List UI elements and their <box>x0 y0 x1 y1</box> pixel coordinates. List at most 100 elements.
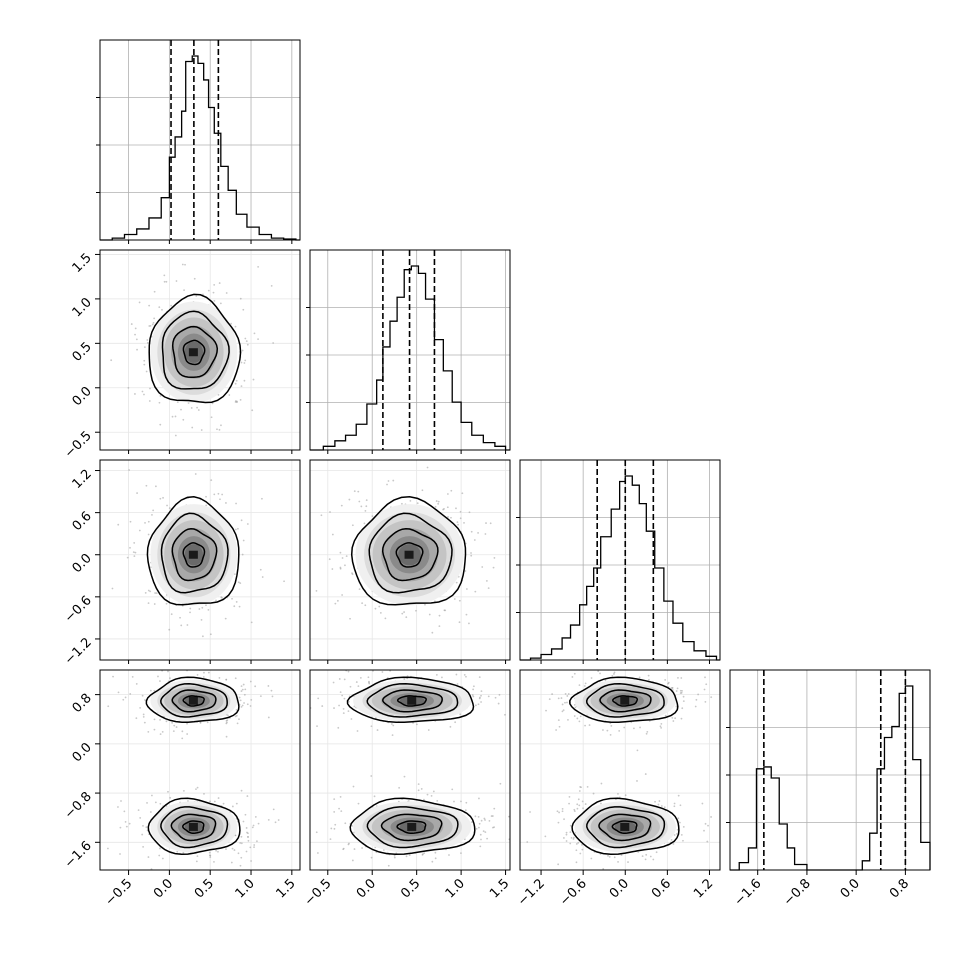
scatter-point <box>151 323 154 326</box>
scatter-point <box>421 489 424 492</box>
y-tick-label-p3: 0.8 <box>70 691 95 716</box>
scatter-point <box>379 611 382 614</box>
scatter-content <box>282 670 510 870</box>
scatter-point <box>468 622 470 625</box>
scatter-point <box>682 695 685 698</box>
scatter-content <box>520 657 720 872</box>
x-tick-label-p1: 0.0 <box>354 876 379 901</box>
scatter-point <box>606 729 609 732</box>
scatter-point <box>450 516 452 519</box>
contour-line <box>611 820 638 834</box>
scatter-point <box>576 803 579 806</box>
scatter-point <box>175 726 178 728</box>
scatter-point <box>159 733 162 736</box>
scatter-point <box>456 683 459 685</box>
scatter-point <box>202 676 205 678</box>
x-tick-label-p1: 0.5 <box>398 876 423 901</box>
scatter-point <box>243 693 246 696</box>
scatter-panel-2-0 <box>99 459 301 665</box>
scatter-point <box>340 810 343 813</box>
panel-frame <box>309 669 511 871</box>
scatter-point <box>627 657 629 659</box>
contour-line <box>161 310 230 390</box>
scatter-point <box>218 282 221 284</box>
scatter-point <box>558 725 561 728</box>
scatter-point <box>131 675 134 678</box>
scatter-point <box>604 679 607 682</box>
scatter-point <box>124 821 127 823</box>
scatter-point <box>143 363 146 366</box>
scatter-point <box>545 709 547 712</box>
scatter-point <box>355 681 358 683</box>
density-peak <box>404 550 414 559</box>
scatter-point <box>250 860 252 862</box>
scatter-point <box>317 697 320 700</box>
scatter-point <box>161 730 164 733</box>
scatter-point <box>408 854 411 857</box>
contour-line <box>396 820 427 834</box>
scatter-point <box>303 803 305 805</box>
scatter-point <box>201 635 204 638</box>
scatter-point <box>328 558 331 561</box>
scatter-point <box>438 625 441 628</box>
contour-line <box>171 325 219 379</box>
scatter-point <box>171 721 174 724</box>
scatter-point <box>251 826 254 829</box>
panel-frame <box>99 39 301 241</box>
scatter-point <box>343 678 346 681</box>
scatter-point <box>329 838 332 841</box>
y-tick-label-p3: −0.8 <box>62 789 95 822</box>
scatter-point <box>146 341 149 344</box>
scatter-point <box>526 841 529 843</box>
scatter-point <box>562 709 565 712</box>
scatter-point <box>190 667 192 669</box>
scatter-point <box>613 870 615 872</box>
scatter-point <box>244 688 247 691</box>
scatter-point <box>132 551 135 553</box>
scatter-point <box>149 689 152 692</box>
scatter-point <box>241 553 244 556</box>
scatter-point <box>458 621 461 624</box>
scatter-point <box>142 713 145 716</box>
scatter-point <box>570 836 573 839</box>
scatter-point <box>209 800 211 803</box>
scatter-point <box>141 694 144 697</box>
scatter-point <box>475 827 478 830</box>
scatter-point <box>548 698 551 701</box>
scatter-point <box>480 690 483 693</box>
x-tick-label-p1: 1.0 <box>443 876 468 901</box>
scatter-panel-3-2 <box>519 657 721 872</box>
y-tick-label-p1: −0.5 <box>62 428 95 461</box>
contour-line <box>381 527 439 582</box>
scatter-point <box>230 322 232 325</box>
scatter-point <box>674 717 677 720</box>
scatter-point <box>460 852 462 855</box>
scatter-point <box>704 676 706 679</box>
contour-line <box>569 676 679 723</box>
contour-line <box>148 293 242 404</box>
scatter-point <box>239 842 242 844</box>
scatter-point <box>180 663 182 665</box>
scatter-point <box>225 678 228 681</box>
scatter-point <box>133 555 136 557</box>
scatter-point <box>417 789 420 792</box>
scatter-point <box>488 820 491 822</box>
scatter-point <box>485 580 488 582</box>
scatter-point <box>234 401 237 403</box>
scatter-point <box>664 679 667 681</box>
scatter-point <box>245 827 248 829</box>
scatter-point <box>186 722 188 725</box>
scatter-point <box>167 670 169 673</box>
scatter-point <box>633 727 635 730</box>
scatter-point <box>244 359 247 362</box>
scatter-point <box>400 502 403 505</box>
scatter-point <box>233 849 236 851</box>
scatter-point <box>236 400 238 403</box>
scatter-point <box>129 546 131 549</box>
scatter-point <box>124 696 127 699</box>
contour-line <box>147 797 241 856</box>
scatter-point <box>217 850 219 853</box>
scatter-point <box>282 679 284 681</box>
scatter-point <box>111 587 114 590</box>
scatter-point <box>161 857 164 860</box>
